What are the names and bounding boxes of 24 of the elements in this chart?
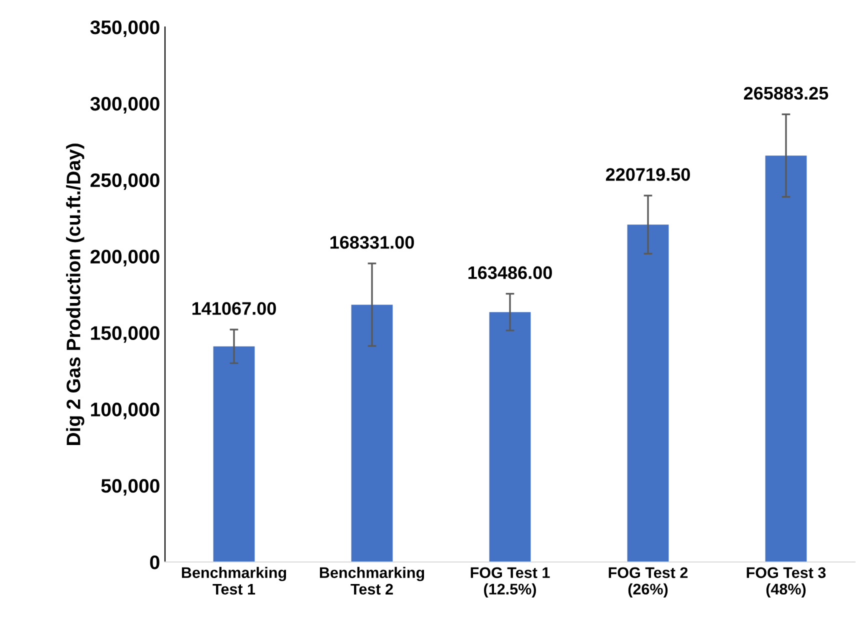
- bar: [765, 156, 807, 562]
- bar: [489, 312, 531, 562]
- bar: [213, 346, 255, 562]
- data-label: 141067.00: [192, 302, 276, 315]
- y-axis-title: Dig 2 Gas Production (cu.ft./Day): [66, 144, 84, 445]
- x-tick-label: FOG Test 1 (12.5%): [470, 567, 550, 598]
- y-tick-label: 50,000: [101, 479, 160, 496]
- bar: [627, 224, 669, 562]
- data-label: 220719.50: [606, 168, 690, 181]
- data-label: 265883.25: [744, 86, 828, 100]
- x-tick-label: FOG Test 3 (48%): [746, 567, 826, 598]
- y-tick-label: 300,000: [90, 96, 160, 114]
- x-tick-label: FOG Test 2 (26%): [608, 567, 688, 598]
- y-tick-label: 100,000: [91, 402, 160, 420]
- x-tick-label: Benchmarking Test 2: [320, 566, 424, 595]
- y-tick-label: 350,000: [90, 20, 160, 38]
- data-label: 163486.00: [468, 266, 552, 280]
- y-tick-label: 0: [150, 555, 160, 570]
- bar: [351, 304, 393, 562]
- y-tick-label: 250,000: [90, 173, 160, 190]
- y-tick-label: 150,000: [91, 326, 160, 343]
- y-tick-label: 200,000: [90, 250, 160, 266]
- x-tick-label: Benchmarking Test 1: [182, 566, 286, 595]
- data-label: 168331.00: [330, 236, 414, 249]
